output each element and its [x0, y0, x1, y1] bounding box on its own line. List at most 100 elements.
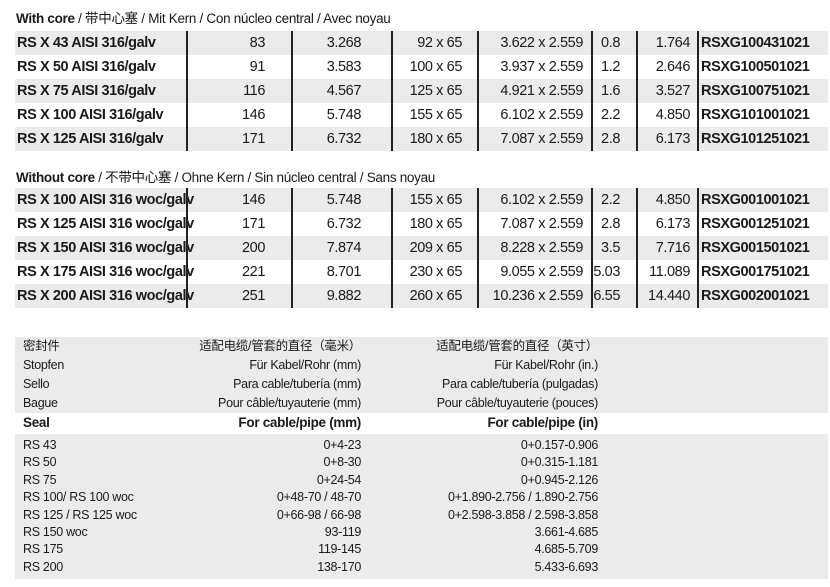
- seal-name: RS 175: [23, 542, 63, 557]
- cell-value: 251: [242, 288, 265, 304]
- seal-table-header: Seal For cable/pipe (mm) For cable/pipe (i…: [15, 412, 828, 434]
- product-name: RS X 100 AISI 316 woc/galv: [17, 192, 194, 208]
- cell-value: 7.087 x 2.559: [500, 131, 583, 147]
- diameter-mm: 0+66-98 / 66-98: [276, 507, 361, 522]
- column-divider: [291, 31, 293, 151]
- table-row: RS X 125 AISI 316 woc/galv 171 6.732 180 x …: [15, 212, 828, 236]
- seal-row: Stopfen Für Kabel/Rohr (mm) Für Kabel/Rohr…: [15, 356, 828, 375]
- cell-value: 6.732: [326, 131, 362, 147]
- cell-value: 4.567: [326, 83, 362, 99]
- cell-value: 0.8: [601, 35, 620, 51]
- diameter-in: 0+2.598-3.858 / 2.598-3.858: [447, 507, 598, 522]
- section-title-with-core: With core / 带中心塞 / Mit Kern / Con núcleo…: [16, 11, 391, 26]
- product-name: RS X 175 AISI 316 woc/galv: [17, 264, 194, 280]
- diameter-mm: 138-170: [317, 559, 361, 574]
- article-code: RSXG001751021: [701, 264, 810, 280]
- cell-value: 5.03: [593, 264, 620, 280]
- diameter-mm: 适配电缆/管套的直径（毫米）: [199, 339, 361, 353]
- table-row: RS X 200 AISI 316 woc/galv 251 9.882 260 x …: [15, 284, 828, 308]
- table-row: RS X 75 AISI 316/galv 116 4.567 125 x 65 4.9…: [15, 79, 828, 103]
- column-divider: [186, 188, 188, 308]
- cell-value: 6.102 x 2.559: [500, 107, 583, 123]
- seal-name: Seal: [23, 415, 50, 430]
- cell-value: 100 x 65: [409, 59, 463, 75]
- product-name: RS X 200 AISI 316 woc/galv: [17, 288, 194, 304]
- cell-value: 91: [249, 59, 266, 75]
- cell-value: 7.874: [326, 240, 362, 256]
- cell-value: 1.2: [601, 59, 620, 75]
- article-code: RSXG001501021: [701, 240, 810, 256]
- cell-value: 2.2: [601, 107, 620, 123]
- without-core-table: RS X 100 AISI 316 woc/galv 146 5.748 155 x …: [15, 188, 828, 308]
- table-row: RS X 100 AISI 316 woc/galv 146 5.748 155 x …: [15, 188, 828, 212]
- seal-name: RS 43: [23, 438, 57, 452]
- column-divider: [391, 31, 393, 151]
- column-divider: [636, 188, 638, 308]
- diameter-in: Für Kabel/Rohr (in.): [494, 358, 598, 372]
- cell-value: 11.089: [649, 264, 690, 280]
- with-core-table: RS X 43 AISI 316/galv 83 3.268 92 x 65 3.622…: [15, 31, 828, 151]
- column-divider: [636, 31, 638, 151]
- column-divider: [477, 188, 479, 308]
- table-row: RS X 125 AISI 316/galv 171 6.732 180 x 65 7.…: [15, 127, 828, 151]
- cell-value: 155 x 65: [409, 107, 463, 123]
- column-divider: [697, 31, 699, 151]
- cell-value: 6.55: [593, 288, 620, 304]
- cell-value: 146: [242, 192, 265, 208]
- cell-value: 9.055 x 2.559: [500, 264, 583, 280]
- column-divider: [477, 31, 479, 151]
- article-code: RSXG101001021: [701, 107, 810, 123]
- cell-value: 2.8: [601, 131, 620, 147]
- seal-name: Stopfen: [23, 358, 64, 372]
- seal-name: RS 200: [23, 559, 63, 574]
- cell-value: 83: [249, 35, 266, 51]
- seal-row: RS 175 119-145 4.685-5.709: [15, 541, 828, 558]
- cell-value: 1.6: [601, 83, 620, 99]
- cell-value: 6.173: [655, 131, 691, 147]
- seal-name: 密封件: [23, 339, 60, 353]
- column-divider: [291, 188, 293, 308]
- cell-value: 3.5: [601, 240, 620, 256]
- cell-value: 146: [242, 107, 265, 123]
- seal-name: Sello: [23, 377, 50, 391]
- cell-value: 5.748: [326, 107, 362, 123]
- seal-row: RS 75 0+24-54 0+0.945-2.126: [15, 472, 828, 489]
- table-row: RS X 43 AISI 316/galv 83 3.268 92 x 65 3.622…: [15, 31, 828, 55]
- cell-value: 260 x 65: [409, 288, 463, 304]
- diameter-in: 0+0.315-1.181: [520, 455, 598, 470]
- product-name: RS X 50 AISI 316/galv: [17, 59, 156, 75]
- seal-row: RS 150 woc 93-119 3.661-4.685: [15, 524, 828, 541]
- cell-value: 4.921 x 2.559: [500, 83, 583, 99]
- product-name: RS X 150 AISI 316 woc/galv: [17, 240, 194, 256]
- diameter-mm: 0+24-54: [316, 472, 361, 487]
- article-code: RSXG002001021: [701, 288, 810, 304]
- cell-value: 171: [242, 216, 265, 232]
- product-name: RS X 125 AISI 316 woc/galv: [17, 216, 194, 232]
- seal-row: 密封件 适配电缆/管套的直径（毫米） 适配电缆/管套的直径（英寸）: [15, 337, 828, 356]
- cell-value: 8.701: [326, 264, 362, 280]
- diameter-in: For cable/pipe (in): [487, 415, 598, 430]
- diameter-in: 0+0.945-2.126: [520, 472, 598, 487]
- seal-row: Bague Pour câble/tuyauterie (mm) Pour câbl…: [15, 394, 828, 413]
- diameter-mm: Für Kabel/Rohr (mm): [249, 358, 361, 372]
- diameter-mm: 0+4-23: [323, 438, 362, 452]
- cell-value: 7.716: [655, 240, 691, 256]
- cell-value: 4.850: [655, 192, 691, 208]
- column-divider: [186, 31, 188, 151]
- diameter-in: 3.661-4.685: [534, 524, 599, 539]
- diameter-in: Para cable/tubería (pulgadas): [442, 377, 598, 391]
- seal-row: RS 125 / RS 125 woc 0+66-98 / 66-98 0+2.59…: [15, 507, 828, 524]
- diameter-in: 0+0.157-0.906: [520, 438, 598, 452]
- diameter-mm: 0+8-30: [323, 455, 362, 470]
- column-divider: [391, 188, 393, 308]
- seal-name: RS 100/ RS 100 woc: [23, 490, 134, 505]
- diameter-in: 5.433-6.693: [534, 559, 599, 574]
- seal-name: RS 125 / RS 125 woc: [23, 507, 137, 522]
- cell-value: 180 x 65: [409, 216, 463, 232]
- cell-value: 3.937 x 2.559: [500, 59, 583, 75]
- cell-value: 155 x 65: [409, 192, 463, 208]
- cell-value: 9.882: [326, 288, 362, 304]
- product-name: RS X 75 AISI 316/galv: [17, 83, 156, 99]
- seal-name: RS 75: [23, 472, 57, 487]
- seal-row: RS 50 0+8-30 0+0.315-1.181: [15, 454, 828, 471]
